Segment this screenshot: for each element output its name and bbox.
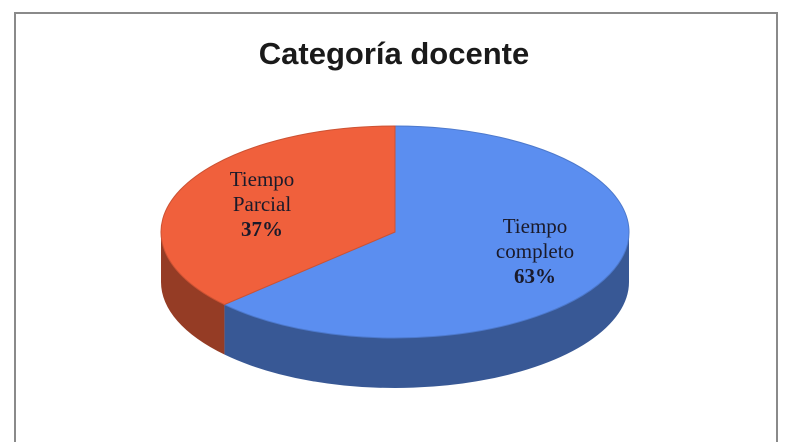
chart-frame	[14, 12, 778, 442]
pie-slice-side	[161, 232, 225, 355]
slice-percent: 63%	[514, 264, 556, 288]
chart-title: Categoría docente	[258, 36, 530, 71]
slice-percent: 37%	[241, 217, 283, 241]
data-label: Tiempo completo 63%	[480, 214, 590, 289]
pie-slice-side	[224, 232, 630, 389]
slice-name: Tiempo completo	[495, 214, 575, 263]
chart	[160, 125, 630, 389]
slice-name: Tiempo Parcial	[229, 167, 295, 216]
data-label: Tiempo Parcial 37%	[207, 167, 317, 242]
pie-slice	[223, 125, 630, 339]
pie-slice	[160, 125, 396, 306]
page: {"chart_data": {"type": "pie", "title": …	[14, 12, 778, 442]
